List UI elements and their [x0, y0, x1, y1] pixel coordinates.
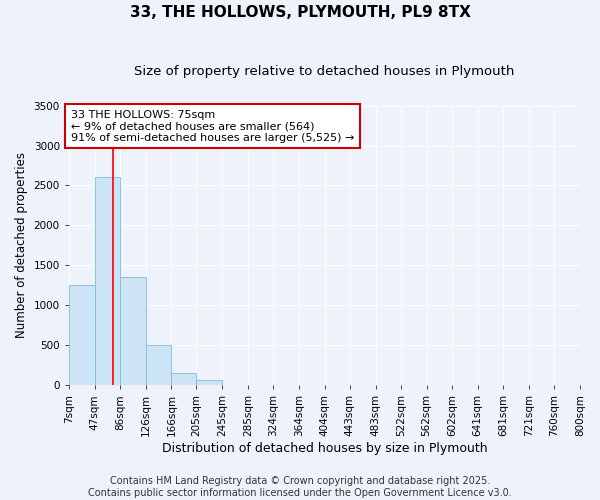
- Title: Size of property relative to detached houses in Plymouth: Size of property relative to detached ho…: [134, 65, 515, 78]
- Bar: [120, 278, 146, 386]
- Text: 33 THE HOLLOWS: 75sqm
← 9% of detached houses are smaller (564)
91% of semi-deta: 33 THE HOLLOWS: 75sqm ← 9% of detached h…: [71, 110, 354, 143]
- Y-axis label: Number of detached properties: Number of detached properties: [15, 152, 28, 338]
- X-axis label: Distribution of detached houses by size in Plymouth: Distribution of detached houses by size …: [161, 442, 487, 455]
- Bar: [172, 374, 196, 386]
- Text: Contains HM Land Registry data © Crown copyright and database right 2025.
Contai: Contains HM Land Registry data © Crown c…: [88, 476, 512, 498]
- Bar: [196, 380, 222, 386]
- Bar: [69, 286, 95, 386]
- Bar: [146, 346, 172, 386]
- Bar: [95, 178, 120, 386]
- Text: 33, THE HOLLOWS, PLYMOUTH, PL9 8TX: 33, THE HOLLOWS, PLYMOUTH, PL9 8TX: [130, 5, 470, 20]
